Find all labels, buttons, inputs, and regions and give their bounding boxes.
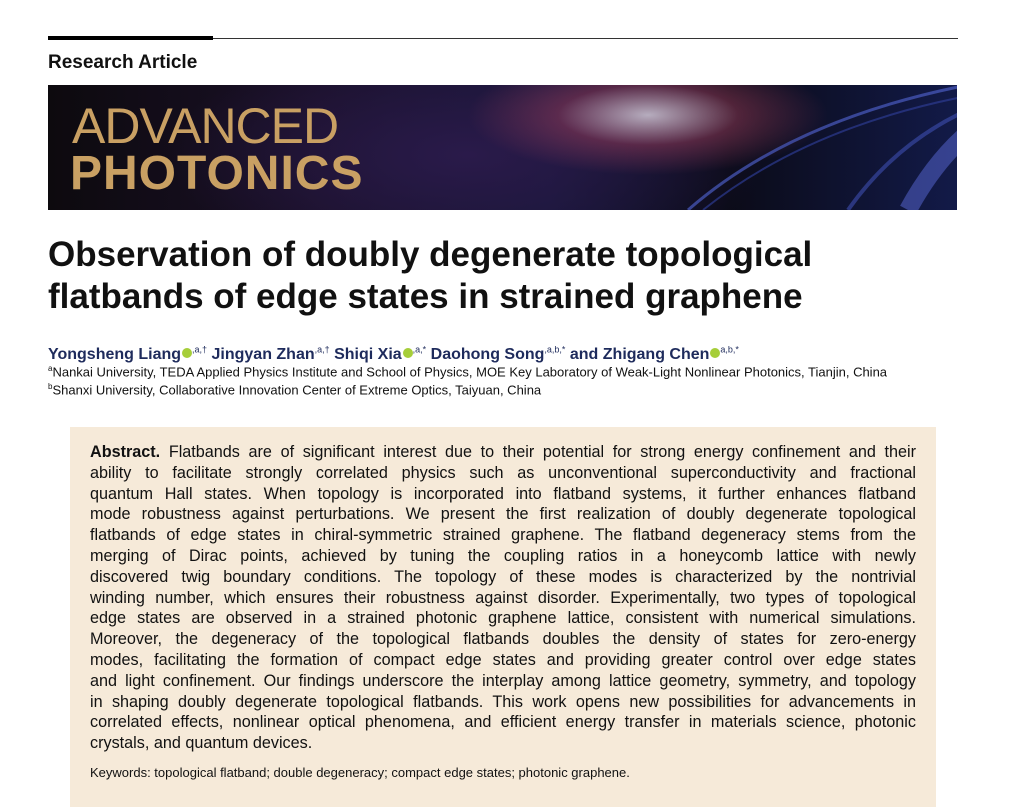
abstract-line: Moreover, the degeneracy of the topologi…: [90, 629, 916, 650]
author[interactable]: Yongsheng Liang ,a,†: [48, 345, 208, 364]
affiliation-mark: a: [48, 364, 53, 373]
author-list: Yongsheng Liang ,a,† Jingyan Zhan,a,† Shi…: [48, 345, 739, 364]
abstract-line: quantum Hall states. When topology is in…: [90, 484, 916, 505]
abstract-line: and light confinement. Our findings unde…: [90, 671, 916, 692]
abstract-line: correlated effects, nonlinear optical ph…: [90, 712, 916, 733]
journal-banner: ADVANCED PHOTONICS: [48, 85, 957, 210]
abstract-line: mode robustness against perturbations. W…: [90, 504, 916, 525]
abstract-line: in shaping doubly degenerate topological…: [90, 692, 916, 713]
abstract-line: ability to facilitate strongly correlate…: [90, 463, 916, 484]
author-name: Jingyan Zhan: [211, 346, 315, 364]
abstract-line-text: modes, facilitating the formation of com…: [90, 650, 916, 669]
article-type: Research Article: [48, 52, 198, 73]
title-line: Observation of doubly degenerate topolog…: [48, 235, 813, 274]
title-line: flatbands of edge states in strained gra…: [48, 277, 803, 316]
abstract-label: Abstract.: [90, 443, 161, 461]
abstract-line-text: in shaping doubly degenerate topological…: [90, 692, 916, 711]
abstract-line: Abstract. Flatbands are of significant i…: [90, 442, 916, 463]
journal-logo-line1: ADVANCED: [72, 98, 339, 154]
author-sup: ,a,†: [192, 345, 208, 355]
journal-logo-line2: PHOTONICS: [70, 147, 364, 200]
author[interactable]: Shiqi Xia ,a,*: [334, 345, 427, 364]
abstract-line: flatbands of edge states in chiral-symme…: [90, 525, 916, 546]
author-name: Yongsheng Liang: [48, 346, 182, 364]
author-name: and Zhigang Chen: [569, 346, 710, 364]
abstract-line: edge states are observed in a strained p…: [90, 608, 916, 629]
abstract-line-text: edge states are observed in a strained p…: [90, 609, 916, 628]
author[interactable]: and Zhigang Chen a,b,*: [569, 345, 739, 364]
header-rule-accent: [48, 36, 213, 40]
abstract-line-text: and light confinement. Our findings unde…: [90, 671, 916, 690]
abstract-line-text: Moreover, the degeneracy of the topologi…: [90, 630, 916, 649]
abstract-line: discovered twig boundary conditions. The…: [90, 567, 916, 588]
abstract-line-text: Flatbands are of significant interest du…: [168, 443, 916, 461]
abstract-line: winding number, which ensures their robu…: [90, 588, 916, 609]
orcid-icon[interactable]: [182, 348, 193, 359]
author[interactable]: Jingyan Zhan,a,†: [211, 345, 330, 364]
abstract-text: Abstract. Flatbands are of significant i…: [90, 442, 916, 754]
author[interactable]: Daohong Song,a,b,*: [430, 345, 566, 364]
author-sup: ,a,b,*: [544, 345, 566, 355]
author-name: Daohong Song: [430, 346, 545, 364]
author-sup: ,a,*: [412, 345, 427, 355]
article-title: Observation of doubly degenerate topolog…: [48, 234, 812, 318]
abstract-line-text: merging of Dirac points, achieved by tun…: [90, 546, 916, 565]
header-rule: [48, 38, 958, 39]
abstract-box: Abstract. Flatbands are of significant i…: [70, 427, 936, 807]
orcid-icon[interactable]: [402, 348, 413, 359]
abstract-line-text: winding number, which ensures their robu…: [90, 588, 916, 607]
abstract-line: modes, facilitating the formation of com…: [90, 650, 916, 671]
banner-streaks: [687, 85, 957, 210]
affiliation-mark: b: [48, 382, 53, 391]
abstract-line-text: correlated effects, nonlinear optical ph…: [90, 713, 916, 732]
abstract-line-text: ability to facilitate strongly correlate…: [90, 463, 916, 482]
keywords: Keywords: topological flatband; double d…: [90, 765, 630, 780]
author-sup: a,b,*: [720, 345, 739, 355]
affiliation-text: Nankai University, TEDA Applied Physics …: [52, 364, 888, 380]
author-sup: ,a,†: [314, 345, 330, 355]
affiliation: bShanxi University, Collaborative Innova…: [48, 382, 541, 397]
abstract-line: merging of Dirac points, achieved by tun…: [90, 546, 916, 567]
orcid-icon[interactable]: [710, 348, 721, 359]
abstract-line-text: flatbands of edge states in chiral-symme…: [90, 526, 916, 545]
affiliation: aNankai University, TEDA Applied Physics…: [48, 364, 887, 379]
affiliation-text: Shanxi University, Collaborative Innovat…: [52, 382, 542, 398]
abstract-line: crystals, and quantum devices.: [90, 733, 916, 754]
abstract-line-text: quantum Hall states. When topology is in…: [90, 484, 916, 503]
abstract-line-text: discovered twig boundary conditions. The…: [90, 567, 916, 586]
abstract-line-text: crystals, and quantum devices.: [90, 734, 313, 753]
author-name: Shiqi Xia: [334, 346, 402, 364]
abstract-line-text: mode robustness against perturbations. W…: [90, 505, 916, 524]
